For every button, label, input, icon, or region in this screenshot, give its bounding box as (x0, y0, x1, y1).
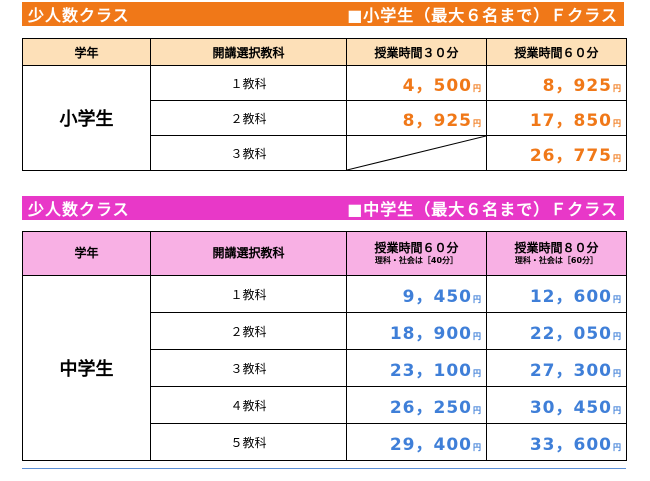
elementary-price-table: 学年 開講選択教科 授業時間３０分 授業時間６０分 小学生 １教科 4，500円… (22, 38, 627, 171)
yen-unit: 円 (473, 331, 482, 341)
header-note: 理科・社会は［60分］ (514, 256, 599, 265)
yen-unit: 円 (613, 153, 622, 163)
table-row: ２教科 18，900円 22，050円 (23, 312, 627, 350)
subject-count: ４教科 (150, 386, 347, 424)
bottom-divider (22, 468, 626, 469)
yen-unit: 円 (613, 442, 622, 452)
yen-unit: 円 (473, 368, 482, 378)
header-time-80: 授業時間８０分 理科・社会は［60分］ (486, 231, 627, 276)
price-cell: 8，925円 (486, 65, 627, 101)
price-cell: 22，050円 (486, 312, 627, 350)
subject-count: ２教科 (150, 312, 347, 350)
junior-high-price-table: 学年 開講選択教科 授業時間６０分 理科・社会は［40分］ 授業時間８０分 理科・社… (22, 231, 627, 461)
price-cell: 9，450円 (346, 275, 487, 313)
table-row: 小学生 １教科 4，500円 8，925円 (22, 65, 627, 171)
junior-high-banner-class: ■中学生（最大６名まで）Ｆクラス (347, 200, 618, 219)
yen-unit: 円 (473, 405, 482, 415)
header-time-60: 授業時間６０分 (486, 38, 627, 66)
price-cell: 17，850円 (486, 100, 627, 136)
not-available-cell (346, 135, 487, 171)
table-header-row: 学年 開講選択教科 授業時間６０分 理科・社会は［40分］ 授業時間８０分 理科・社… (22, 231, 627, 276)
header-time-30: 授業時間３０分 (346, 38, 487, 66)
yen-unit: 円 (613, 294, 622, 304)
grade-label: 小学生 (22, 65, 151, 171)
header-grade: 学年 (22, 231, 151, 276)
price-cell: 8，925円 (346, 100, 487, 136)
diagonal-slash (347, 136, 486, 170)
table-row: ３教科 23，100円 27，300円 (23, 349, 627, 387)
price-cell: 18，900円 (346, 312, 487, 350)
elementary-banner-class: ■小学生（最大６名まで）Ｆクラス (347, 6, 618, 25)
yen-unit: 円 (473, 83, 482, 93)
table-row: ３教科 26，775円 (23, 135, 627, 171)
elementary-banner-title: 少人数クラス (28, 6, 130, 25)
subject-count: ５教科 (150, 423, 347, 461)
table-row: 中学生 １教科 9，450円 12，600円 (22, 275, 627, 461)
yen-unit: 円 (473, 294, 482, 304)
price-cell: 27，300円 (486, 349, 627, 387)
yen-unit: 円 (473, 442, 482, 452)
price-cell: 33，600円 (486, 423, 627, 461)
table-header-row: 学年 開講選択教科 授業時間３０分 授業時間６０分 (22, 38, 627, 66)
subject-count: ３教科 (150, 135, 347, 171)
header-subjects: 開講選択教科 (150, 38, 347, 66)
yen-unit: 円 (613, 405, 622, 415)
yen-unit: 円 (613, 118, 622, 128)
price-cell: 23，100円 (346, 349, 487, 387)
table-row: ５教科 29，400円 33，600円 (23, 423, 627, 461)
yen-unit: 円 (473, 118, 482, 128)
elementary-banner: 少人数クラス ■小学生（最大６名まで）Ｆクラス (22, 2, 624, 26)
price-cell: 26，250円 (346, 386, 487, 424)
subject-count: １教科 (150, 65, 347, 101)
header-grade: 学年 (22, 38, 151, 66)
grade-label: 中学生 (22, 275, 151, 461)
yen-unit: 円 (613, 368, 622, 378)
price-cell: 30，450円 (486, 386, 627, 424)
junior-high-banner-title: 少人数クラス (28, 200, 130, 219)
price-cell: 29，400円 (346, 423, 487, 461)
subject-count: ３教科 (150, 349, 347, 387)
price-cell: 26，775円 (486, 135, 627, 171)
yen-unit: 円 (613, 83, 622, 93)
subject-count: ２教科 (150, 100, 347, 136)
table-row: ２教科 8，925円 17，850円 (23, 100, 627, 136)
header-note: 理科・社会は［40分］ (374, 256, 459, 265)
header-subjects: 開講選択教科 (150, 231, 347, 276)
price-cell: 4，500円 (346, 65, 487, 101)
header-time-60: 授業時間６０分 理科・社会は［40分］ (346, 231, 487, 276)
subject-count: １教科 (150, 275, 347, 313)
yen-unit: 円 (613, 331, 622, 341)
junior-high-banner: 少人数クラス ■中学生（最大６名まで）Ｆクラス (22, 196, 624, 220)
price-cell: 12，600円 (486, 275, 627, 313)
